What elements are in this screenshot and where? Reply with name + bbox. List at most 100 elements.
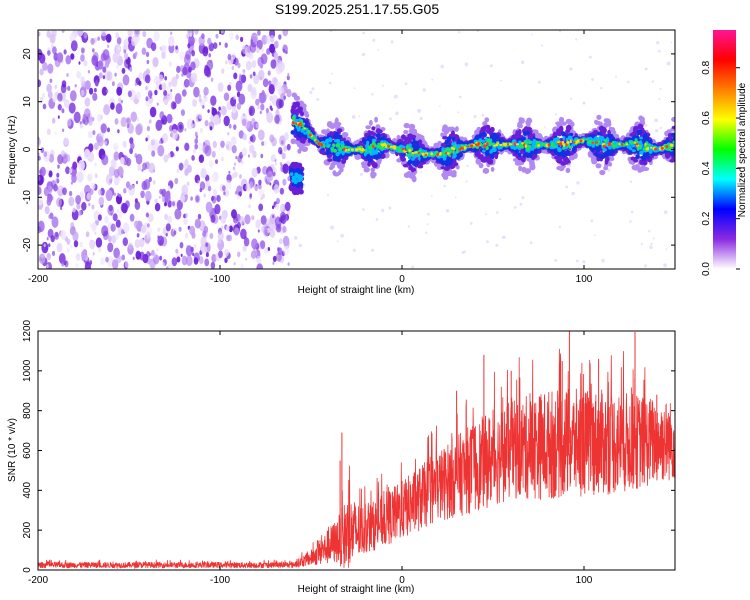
noise-blob [71,173,77,183]
ridge-blob [537,144,540,147]
faint-dot [500,79,502,82]
ridge-blob [367,130,372,134]
noise-blob [181,89,187,97]
noise-blob [154,89,158,96]
ridge-blob [463,146,467,150]
noise-blob [232,166,236,171]
ridge-blob [533,149,539,155]
noise-blob [223,115,230,127]
ridge-blob [333,148,337,153]
noise-blob [46,198,52,206]
ridge-blob [440,166,447,170]
noise-blob [272,214,275,219]
faint-dot [481,113,485,117]
ridge-blob [338,147,342,152]
faint-dot [658,49,661,53]
noise-blob [213,189,217,196]
ridge-blob [594,119,598,125]
noise-blob [116,65,119,70]
noise-blob [164,202,167,207]
noise-blob [223,191,226,196]
secondary-feature-blob [290,162,296,169]
noise-blob [117,129,120,134]
noise-blob [241,160,244,165]
faint-dot [485,213,487,216]
noise-blob [135,51,138,56]
noise-blob [165,223,171,232]
faint-dot [362,31,366,35]
faint-dot [352,248,356,252]
ridge-blob [372,144,375,148]
faint-dot [652,237,655,240]
noise-blob [66,119,72,127]
ridge-blob [575,140,580,143]
ridge-blob [296,127,301,132]
ridge-blob [521,158,526,163]
faint-dot [558,225,562,229]
ridge-blob [336,128,343,133]
noise-blob [90,223,93,228]
ridge-blob [633,141,637,144]
faint-dot [486,240,489,244]
ridge-blob [485,158,492,162]
ridge-blob [512,158,519,162]
noise-blob [47,90,53,99]
noise-blob [51,117,56,124]
faint-dot [371,248,375,252]
noise-blob [249,193,252,198]
ridge-blob [393,146,397,150]
y-tick-label: 0 [22,146,33,152]
ridge-blob [401,152,405,157]
ridge-blob [644,142,647,146]
noise-blob [170,31,173,36]
noise-blob [162,133,169,143]
noise-blob [81,250,87,260]
ridge-blob [629,132,635,137]
noise-blob [257,129,265,141]
noise-blob [279,162,283,166]
noise-blob [102,49,110,61]
ridge-blob [458,140,464,146]
y-tick-label: 800 [22,402,33,419]
noise-blob [171,257,178,267]
faint-dot [575,259,579,263]
noise-blob [175,73,179,80]
noise-blob [215,159,218,165]
noise-blob [282,225,287,233]
faint-dot [650,242,653,246]
ridge-blob [491,127,495,132]
faint-dot [473,114,477,119]
ridge-blob [327,145,330,148]
ridge-blob [485,124,491,129]
noise-blob [248,204,251,209]
ridge-blob [558,125,564,132]
noise-blob [47,50,51,56]
noise-blob [233,124,237,130]
ridge-blob [563,161,569,165]
noise-blob [145,96,149,102]
noise-blob [161,261,165,268]
noise-blob [227,132,230,136]
colorbar-gradient [713,30,736,269]
noise-blob [243,71,246,76]
noise-blob [225,140,232,151]
noise-blob [70,244,73,249]
noise-blob [212,171,219,182]
noise-blob [163,154,169,163]
noise-blob [108,165,116,177]
noise-blob [166,113,173,124]
noise-blob [159,255,163,261]
noise-blob [274,161,277,166]
noise-blob [228,170,231,174]
ridge-blob [340,144,345,149]
noise-blob [174,93,182,105]
noise-blob [227,234,232,242]
ridge-blob [492,148,497,152]
noise-blob [151,249,155,256]
ridge-blob [595,142,599,147]
noise-blob [140,190,145,199]
noise-blob [46,253,51,261]
ridge-blob [364,148,368,153]
noise-blob [276,108,279,112]
ridge-blob [565,118,572,125]
